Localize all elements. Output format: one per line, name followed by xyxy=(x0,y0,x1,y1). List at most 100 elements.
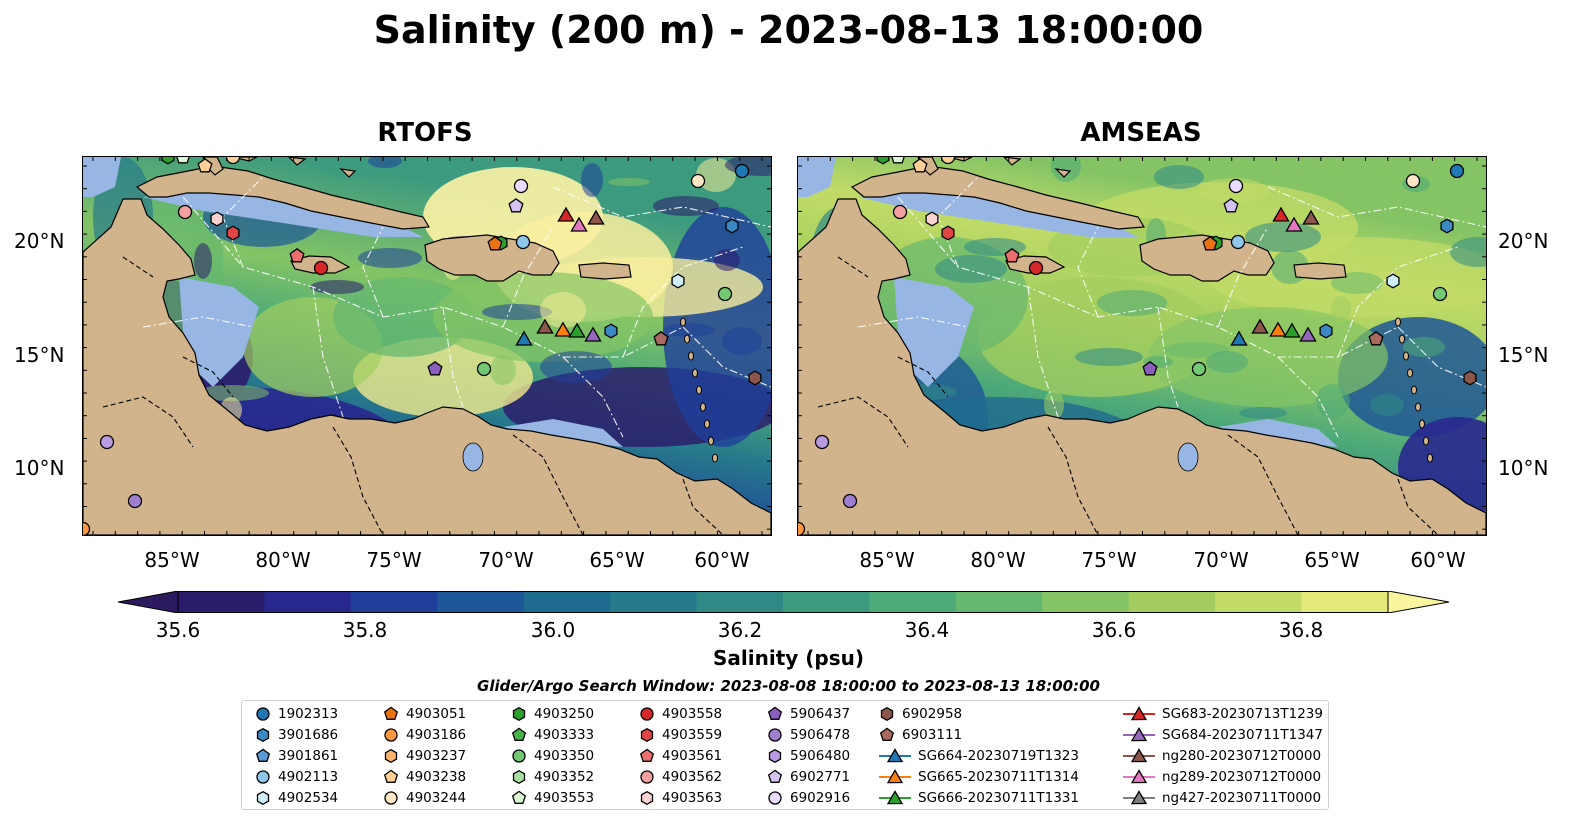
glider-marker xyxy=(536,318,554,334)
legend-marker-shape xyxy=(255,748,271,762)
eez-boundary xyxy=(1157,306,1179,408)
argo-float-marker xyxy=(1440,218,1454,234)
legend-label: ng289-20230712T0000 xyxy=(1162,768,1322,785)
legend-label: SG684-20230711T1347 xyxy=(1162,726,1323,743)
lat-label-10n-left: 10°N xyxy=(14,456,65,480)
lat-label-20n-right: 20°N xyxy=(1498,229,1549,253)
argo-float-marker xyxy=(1432,286,1448,302)
argo-float-marker xyxy=(912,157,928,173)
colorbar-segment xyxy=(1042,591,1130,613)
argo-float-marker xyxy=(1405,173,1421,189)
argo-float-marker xyxy=(176,157,190,164)
glider-marker xyxy=(584,326,602,342)
legend-marker-shape xyxy=(256,790,270,805)
argo-float-marker xyxy=(925,211,939,227)
colorbar-tick: 36.2 xyxy=(717,618,763,642)
lon-label-75w-left: 75°W xyxy=(366,548,422,572)
argo-float-marker xyxy=(427,360,443,376)
lon-label-70w-left: 70°W xyxy=(478,548,534,572)
salinity-eddy xyxy=(663,323,715,337)
salinity-eddy xyxy=(722,327,762,355)
salinity-eddy xyxy=(1163,342,1229,358)
legend-marker-shape xyxy=(886,747,904,762)
legend-label: 4903051 xyxy=(406,705,467,722)
colorbar-segment xyxy=(869,591,957,613)
legend-item: 4903563 xyxy=(638,787,722,808)
salinity-eddy xyxy=(1245,222,1321,252)
eez-boundary xyxy=(182,196,684,358)
argo-float-marker xyxy=(1004,247,1020,263)
legend-marker xyxy=(256,769,270,784)
lesser-antilles-island xyxy=(1415,402,1421,412)
legend-marker-shape xyxy=(256,706,270,721)
colorbar-segment xyxy=(955,591,1043,613)
land-cuba xyxy=(135,165,431,230)
legend-marker-shape xyxy=(384,727,398,742)
argo-float-marker xyxy=(653,330,669,346)
legend: 1902313 3901686 3901861 4902113 4902534 49030… xyxy=(241,700,1329,810)
legend-marker xyxy=(255,748,271,762)
legend-item: 4903352 xyxy=(510,766,594,787)
salinity-eddy xyxy=(608,178,650,186)
legend-label: 6902916 xyxy=(790,789,851,806)
legend-label: 3901861 xyxy=(278,747,339,764)
legend-item: 4903051 xyxy=(382,703,466,724)
glider-marker xyxy=(554,321,572,337)
continental-shelf xyxy=(798,157,836,197)
salinity-eddy xyxy=(310,280,364,294)
argo-float-marker xyxy=(734,163,750,179)
argo-float-marker xyxy=(513,178,529,194)
legend-marker xyxy=(879,768,911,783)
lon-label-80w-left: 80°W xyxy=(255,548,311,572)
legend-marker-shape xyxy=(1130,705,1148,720)
legend-marker xyxy=(384,748,398,763)
legend-marker xyxy=(511,790,527,804)
argo-float-marker xyxy=(604,323,618,339)
argo-float-marker xyxy=(876,157,890,165)
legend-marker-shape xyxy=(383,769,399,783)
legend-marker xyxy=(1123,747,1155,762)
colorbar-label: Salinity (psu) xyxy=(712,646,864,670)
lon-label-60w-left: 60°W xyxy=(694,548,750,572)
map-canvas xyxy=(798,157,1486,535)
glider-marker xyxy=(587,209,605,225)
legend-marker-shape xyxy=(768,790,782,805)
lake-maracaibo xyxy=(1177,442,1199,472)
country-border xyxy=(682,478,724,535)
amseas-map[interactable] xyxy=(797,156,1487,536)
colorbar-segment xyxy=(178,591,266,613)
glider-marker xyxy=(1251,318,1269,334)
lat-label-15n-right: 15°N xyxy=(1498,343,1549,367)
eez-boundary xyxy=(562,356,624,438)
eez-boundary xyxy=(1217,226,1269,328)
legend-item: 4903333 xyxy=(510,724,594,745)
legend-marker-shape xyxy=(511,727,527,741)
lesser-antilles-island xyxy=(688,351,694,361)
country-border xyxy=(897,356,949,398)
rtofs-map[interactable] xyxy=(82,156,772,536)
legend-title: Glider/Argo Search Window: 2023-08-08 18… xyxy=(477,677,1100,695)
legend-item: 4903186 xyxy=(382,724,466,745)
colorbar-tick: 36.6 xyxy=(1091,618,1137,642)
salinity-eddy xyxy=(195,385,269,401)
legend-marker-shape xyxy=(256,769,270,784)
glider-marker xyxy=(557,206,575,222)
salinity-eddy xyxy=(194,243,212,279)
lake-maracaibo xyxy=(462,442,484,472)
legend-item: 4903558 xyxy=(638,703,722,724)
legend-marker xyxy=(256,790,270,805)
glider-marker xyxy=(570,216,588,232)
argo-float-marker xyxy=(940,157,956,165)
lesser-antilles-island xyxy=(1427,453,1433,463)
argo-float-marker xyxy=(1202,235,1218,251)
legend-item: 4903350 xyxy=(510,745,594,766)
legend-label: 4903238 xyxy=(406,768,467,785)
legend-marker xyxy=(256,706,270,721)
salinity-eddy xyxy=(1403,337,1445,357)
legend-marker xyxy=(879,727,895,741)
legend-label: ng427-20230711T0000 xyxy=(1162,789,1322,806)
colorbar-segment xyxy=(783,591,871,613)
glider-marker xyxy=(1285,216,1303,232)
continental-shelf xyxy=(179,277,259,387)
legend-marker xyxy=(1123,789,1155,804)
